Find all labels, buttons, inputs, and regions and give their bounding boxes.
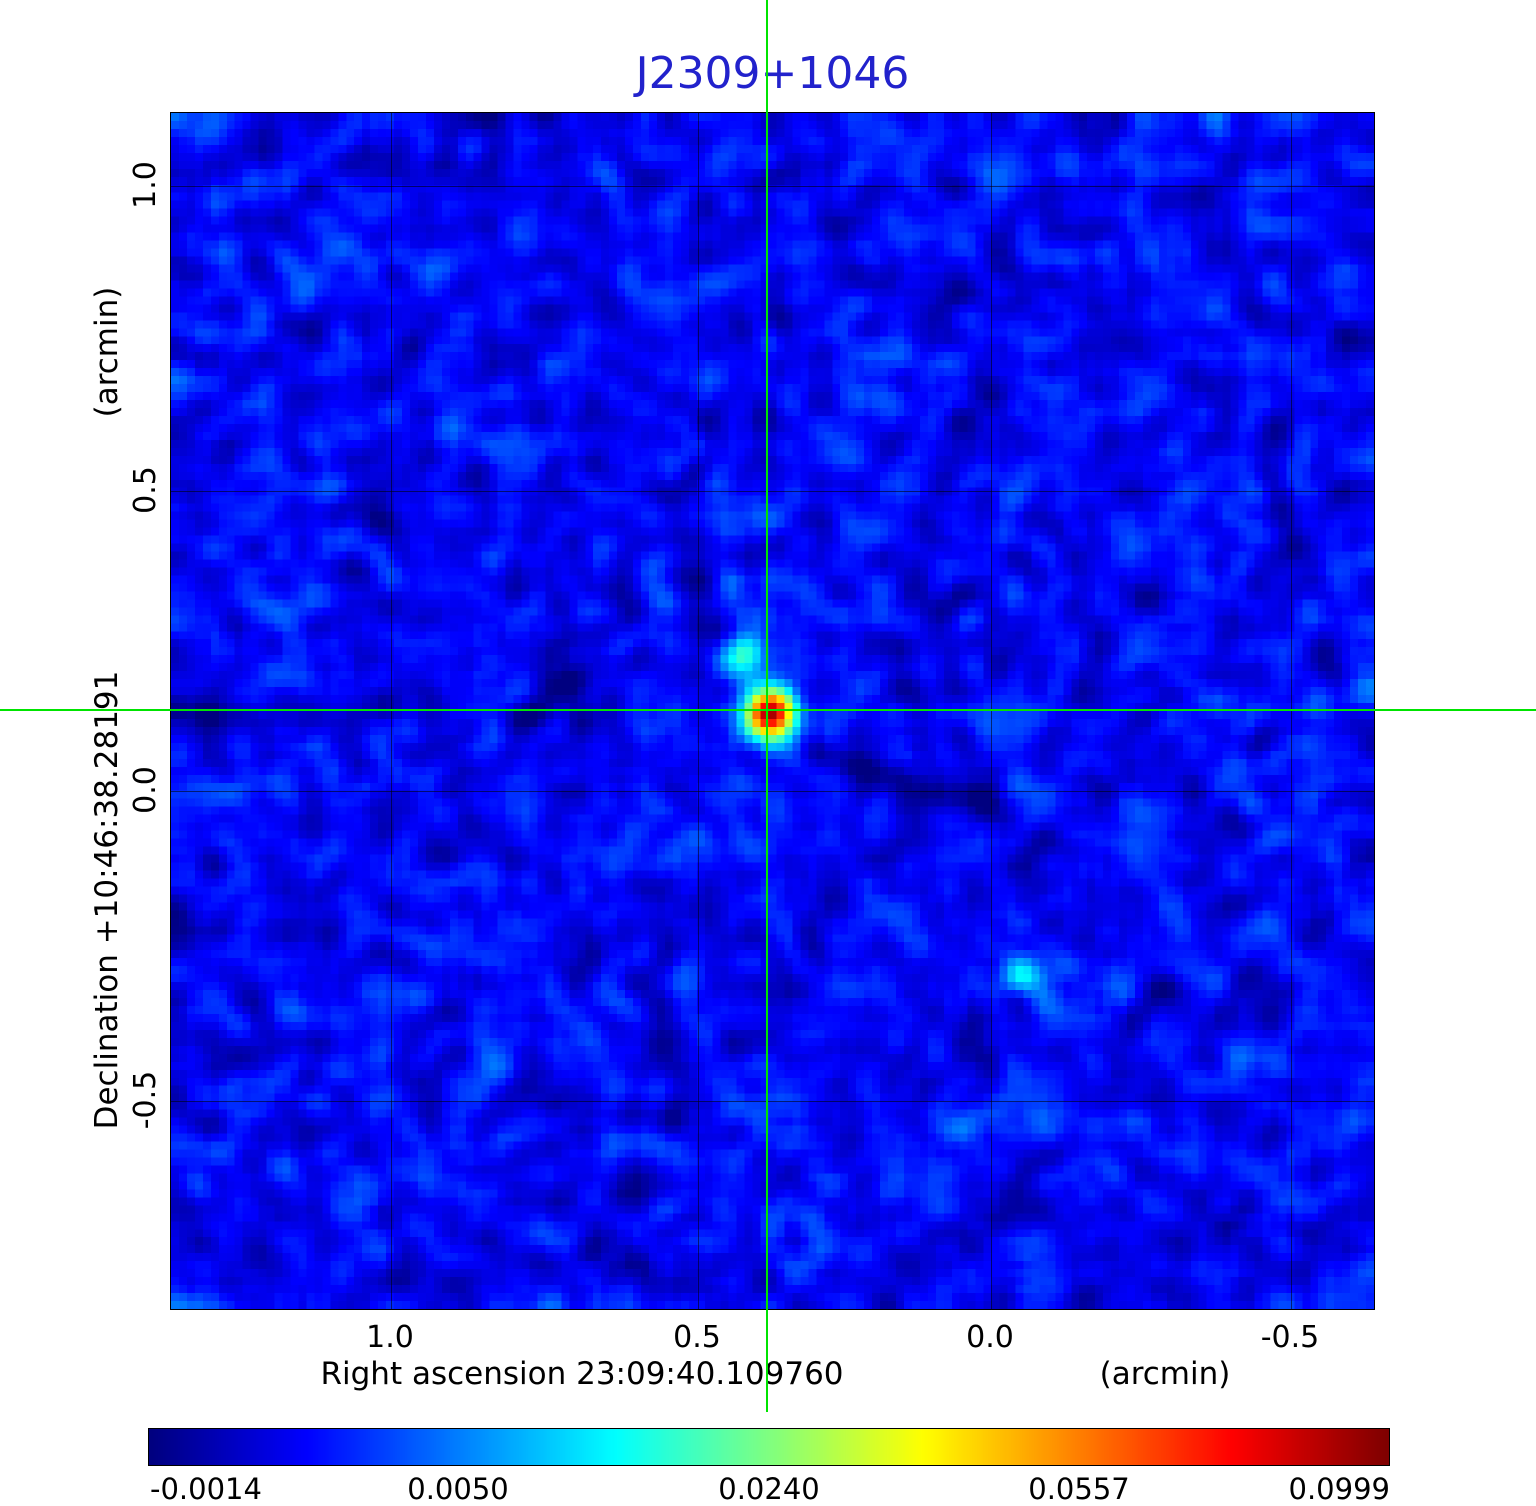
colorbar-tick-label: 0.0999 — [1288, 1472, 1390, 1506]
grid-line-vertical — [1291, 113, 1292, 1309]
x-axis-unit-label: (arcmin) — [1099, 1356, 1231, 1392]
grid-line-vertical — [391, 113, 392, 1309]
y-axis-title: Declination +10:46:38.28191 — [89, 670, 125, 1130]
y-axis-unit-label: (arcmin) — [89, 286, 125, 418]
colorbar-tick-label: 0.0240 — [718, 1472, 820, 1506]
colorbar-gradient — [148, 1428, 1390, 1466]
grid-line-horizontal — [171, 491, 1374, 492]
x-axis-title: Right ascension 23:09:40.109760 — [320, 1356, 844, 1392]
sky-map-plot — [170, 112, 1375, 1310]
y-tick-label: 0.5 — [127, 466, 163, 514]
colorbar-tick-label: -0.0014 — [150, 1472, 262, 1506]
colorbar-tick-label: 0.0050 — [407, 1472, 509, 1506]
crosshair-vertical-line — [766, 0, 768, 1412]
grid-line-horizontal — [171, 791, 1374, 792]
y-tick-label: 0.0 — [127, 766, 163, 814]
crosshair-horizontal-line — [0, 709, 1536, 711]
colorbar-tick-label: 0.0557 — [1028, 1472, 1130, 1506]
grid-line-vertical — [991, 113, 992, 1309]
x-tick-label: 0.5 — [673, 1320, 721, 1355]
x-tick-label: 1.0 — [366, 1320, 414, 1355]
y-tick-label: 1.0 — [127, 161, 163, 209]
x-tick-label: 0.0 — [966, 1320, 1014, 1355]
grid-line-horizontal — [171, 1101, 1374, 1102]
x-tick-label: -0.5 — [1260, 1320, 1320, 1355]
sky-map-canvas — [171, 113, 1374, 1309]
grid-line-vertical — [698, 113, 699, 1309]
page-title: J2309+1046 — [635, 48, 910, 99]
grid-line-horizontal — [171, 186, 1374, 187]
y-tick-label: -0.5 — [127, 1070, 163, 1130]
